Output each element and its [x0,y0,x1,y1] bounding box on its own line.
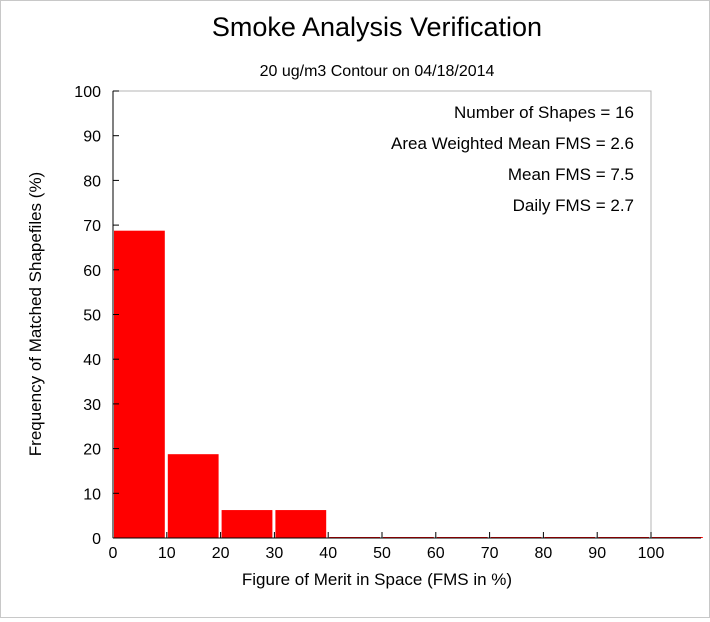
x-tick-label: 70 [481,545,499,562]
histogram-bar-0 [114,230,165,538]
stat-line: Mean FMS = 7.5 [508,165,634,184]
histogram-bar-1 [167,454,219,538]
y-tick-label: 70 [83,218,101,235]
x-tick-label: 90 [588,545,606,562]
y-tick-label: 30 [83,397,101,414]
x-tick-label: 80 [535,545,553,562]
y-tick-label: 10 [83,486,101,503]
chart-subtitle: 20 ug/m3 Contour on 04/18/2014 [260,63,495,80]
y-axis-ticks: 0 10 20 30 40 50 60 70 80 90 100 [74,84,119,548]
y-tick-label: 0 [92,531,101,548]
chart-title: Smoke Analysis Verification [212,12,542,42]
y-tick-label: 100 [74,84,101,101]
x-axis-ticks: 0 10 20 30 40 50 60 70 80 90 100 [109,532,665,562]
x-tick-label: 100 [638,545,665,562]
histogram-bar-3 [275,510,327,538]
stat-line: Number of Shapes = 16 [454,103,634,122]
x-tick-label: 50 [373,545,391,562]
bars [114,230,703,538]
x-axis-label: Figure of Merit in Space (FMS in %) [242,570,512,589]
x-tick-label: 10 [158,545,176,562]
y-tick-label: 90 [83,129,101,146]
stats-annotations: Number of Shapes = 16 Area Weighted Mean … [391,103,634,215]
y-tick-label: 80 [83,173,101,190]
stat-line: Daily FMS = 2.7 [513,196,634,215]
y-axis-label: Frequency of Matched Shapefiles (%) [26,172,45,456]
y-tick-label: 60 [83,263,101,280]
x-tick-label: 60 [427,545,445,562]
y-tick-label: 40 [83,352,101,369]
x-tick-label: 40 [319,545,337,562]
y-tick-label: 20 [83,442,101,459]
histogram-bar-2 [221,510,273,538]
x-tick-label: 20 [212,545,230,562]
y-tick-label: 50 [83,308,101,325]
x-tick-label: 0 [109,545,118,562]
x-tick-label: 30 [266,545,284,562]
stat-line: Area Weighted Mean FMS = 2.6 [391,134,634,153]
